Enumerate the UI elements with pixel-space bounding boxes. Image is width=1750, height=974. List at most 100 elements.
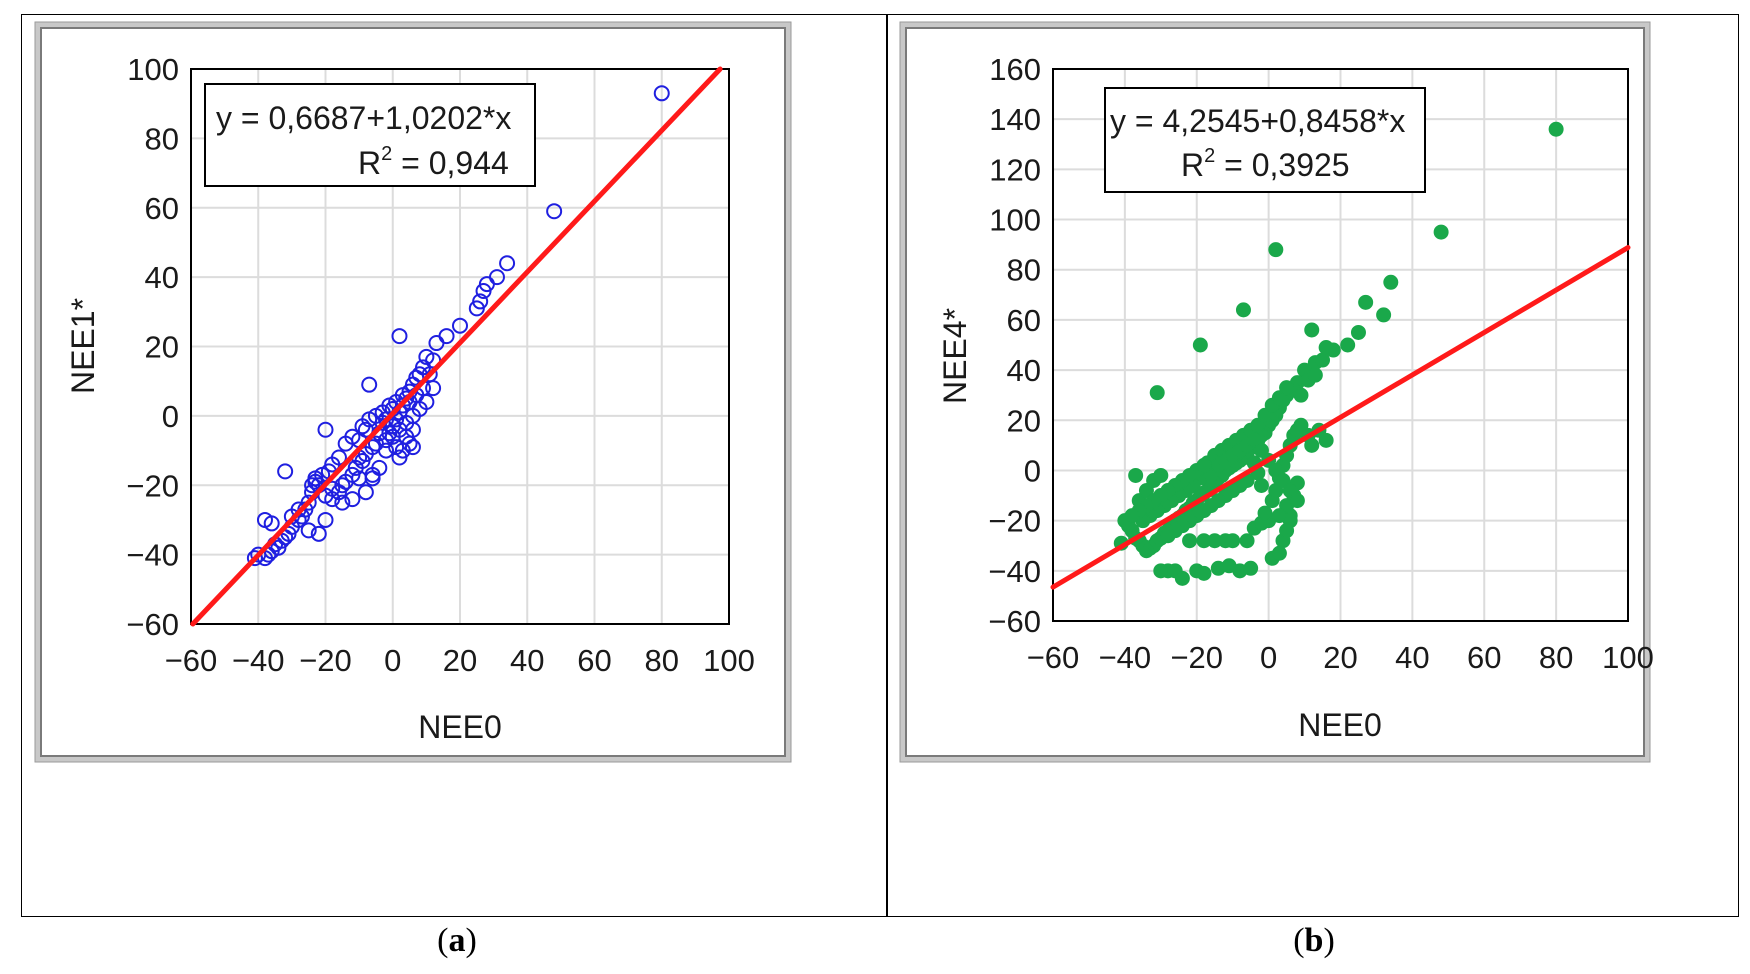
regression-line-a	[190, 66, 723, 627]
y-tick-label-b-9: 120	[989, 152, 1041, 187]
x-tick-label-a-5: 40	[510, 643, 544, 678]
point-b-164	[1268, 462, 1284, 478]
point-a-78	[344, 491, 361, 508]
point-b-89	[1182, 533, 1198, 549]
x-tick-label-a-1: −40	[232, 643, 285, 678]
point-b-98	[1257, 505, 1273, 521]
caption-b-letter: b	[1304, 922, 1324, 959]
y-axis-label-a: NEE1*	[65, 298, 101, 394]
x-tick-label-a-6: 60	[577, 643, 611, 678]
point-b-7	[1376, 307, 1392, 323]
r-squared-b-prefix: R	[1181, 147, 1204, 183]
x-tick-label-b-0: −60	[1027, 640, 1080, 675]
x-tick-label-a-2: −20	[299, 643, 352, 678]
point-b-8	[1358, 294, 1374, 310]
point-a-5	[475, 283, 492, 299]
tick-labels-b: −60 −40 −20 0 20 40 60 80 100 −60 −40 −20 0 20 40 60 80 1…	[988, 52, 1653, 675]
x-tick-label-b-6: 60	[1467, 640, 1501, 675]
point-b-1	[1433, 224, 1449, 240]
point-b-167	[1289, 493, 1305, 509]
equation-b: y = 4,2545+0,8458*x	[1110, 103, 1405, 139]
point-b-77	[1196, 565, 1212, 581]
x-tick-label-b-3: 0	[1260, 640, 1277, 675]
point-b-166	[1282, 483, 1298, 499]
point-a-12	[418, 348, 435, 365]
point-a-75	[317, 511, 334, 528]
y-tick-label-b-0: −60	[988, 604, 1041, 639]
y-tick-label-a-7: 80	[145, 121, 179, 156]
x-tick-label-a-0: −60	[165, 643, 218, 678]
x-tick-label-b-8: 100	[1602, 640, 1654, 675]
plot-area-b	[1052, 68, 1629, 622]
y-tick-label-a-0: −60	[126, 607, 179, 642]
x-tick-label-a-8: 100	[703, 643, 755, 678]
y-tick-label-b-2: −20	[988, 504, 1041, 539]
point-b-10	[1340, 337, 1356, 353]
equation-a: y = 0,6687+1,0202*x	[216, 100, 511, 136]
caption-a-close: )	[465, 922, 477, 959]
point-b-111	[1318, 432, 1334, 448]
regression-line-a-group	[190, 66, 723, 627]
point-b-86	[1196, 533, 1212, 549]
equation-box-a	[204, 83, 536, 187]
point-a-27	[317, 421, 334, 438]
r-squared-a-prefix: R	[358, 145, 381, 181]
x-tick-label-a-7: 80	[645, 643, 679, 678]
point-b-66	[1138, 483, 1154, 499]
point-a-72	[290, 501, 307, 518]
y-tick-label-a-6: 60	[145, 191, 179, 226]
r-squared-b-sup: 2	[1204, 145, 1215, 167]
x-tick-label-b-4: 20	[1323, 640, 1357, 675]
point-b-12	[1318, 340, 1334, 356]
x-tick-label-a-4: 20	[443, 643, 477, 678]
point-a-77	[334, 494, 351, 511]
point-a-111	[421, 366, 438, 383]
y-tick-label-b-11: 160	[989, 52, 1041, 87]
point-a-107	[404, 439, 421, 456]
y-tick-label-b-5: 40	[1007, 353, 1041, 388]
point-a-2	[499, 255, 516, 272]
x-axis-label-a: NEE0	[418, 709, 502, 745]
point-b-5	[1192, 337, 1208, 353]
point-b-75	[1174, 570, 1190, 586]
point-a-100	[307, 473, 324, 490]
y-tick-label-a-4: 20	[145, 330, 179, 365]
caption-b-close: )	[1323, 922, 1335, 959]
x-tick-label-a-3: 0	[384, 643, 401, 678]
figure-frame	[21, 14, 1739, 917]
point-a-1	[546, 203, 563, 220]
point-b-115	[1253, 478, 1269, 494]
point-a-109	[378, 411, 395, 428]
point-b-14	[1304, 322, 1320, 338]
point-b-169	[1196, 457, 1212, 473]
point-a-8	[452, 317, 468, 334]
point-b-114	[1271, 508, 1287, 524]
point-a-101	[304, 477, 321, 494]
point-b-107	[1293, 417, 1309, 433]
point-b-144	[1307, 367, 1323, 383]
r-squared-a: R2 = 0,944	[358, 143, 509, 181]
y-tick-label-a-2: −20	[126, 468, 179, 503]
point-a-74	[310, 525, 327, 542]
y-tick-label-b-3: 0	[1024, 453, 1041, 488]
point-b-142	[1293, 387, 1309, 403]
point-b-87	[1225, 533, 1241, 549]
y-tick-label-b-4: 20	[1007, 403, 1041, 438]
point-b-129	[1160, 528, 1176, 544]
point-b-4	[1235, 302, 1251, 318]
x-tick-label-b-7: 80	[1539, 640, 1573, 675]
tick-labels-a: −60 −40 −20 0 20 40 60 80 100 −60 −40 −20 0 20 40 60 80 1…	[126, 52, 754, 678]
y-tick-label-a-8: 100	[127, 52, 179, 87]
caption-b: (b)	[1274, 922, 1354, 960]
caption-a: (a)	[417, 922, 497, 960]
point-b-145	[1315, 352, 1331, 368]
point-a-25	[391, 328, 408, 345]
y-tick-label-a-5: 40	[145, 260, 179, 295]
x-tick-label-b-2: −20	[1170, 640, 1223, 675]
chart-panel-b: −60 −40 −20 0 20 40 60 80 100 −60 −40 −20 0 20 40 60 80 1…	[899, 21, 1654, 763]
point-a-95	[357, 421, 374, 438]
y-tick-label-b-10: 140	[989, 102, 1041, 137]
point-b-69	[1128, 467, 1144, 483]
point-b-109	[1304, 437, 1320, 453]
x-axis-label-b: NEE0	[1298, 707, 1382, 743]
